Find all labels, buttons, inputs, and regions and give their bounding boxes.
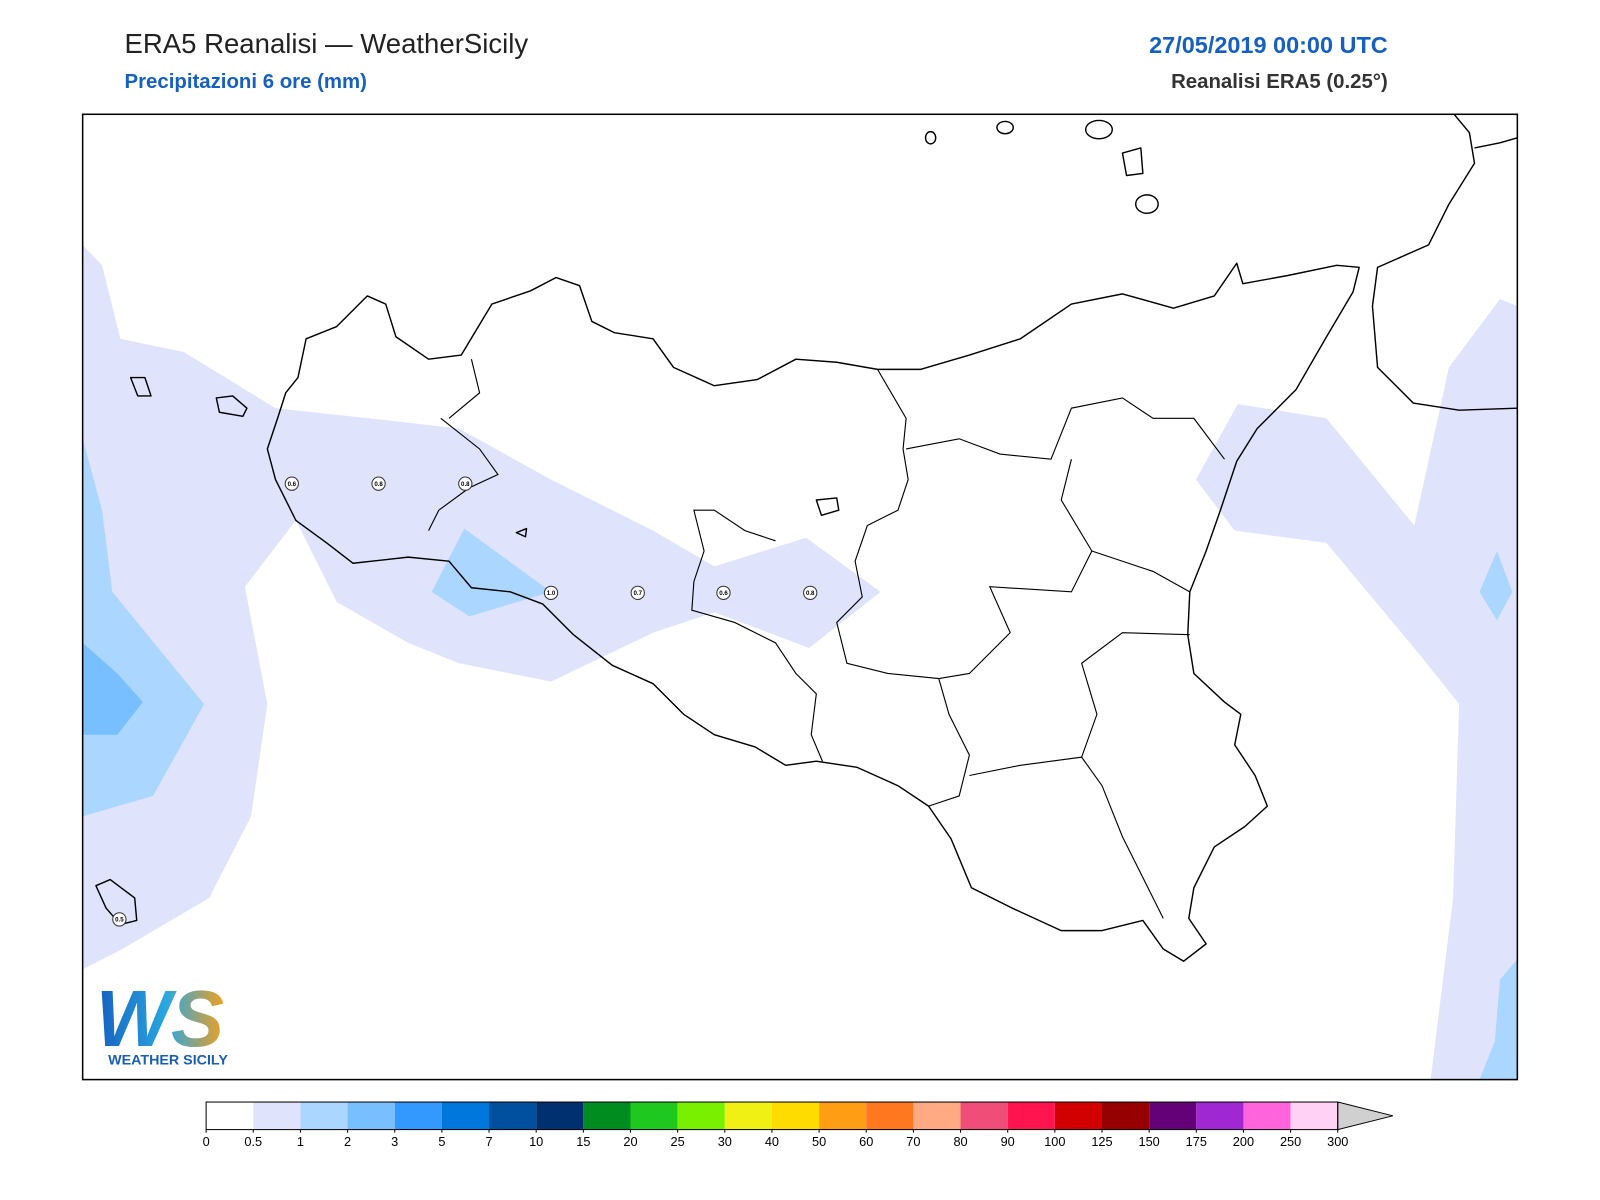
colorbar-box xyxy=(206,1102,254,1130)
colorbar-box xyxy=(866,1102,914,1130)
logo-text: WEATHER SICILY xyxy=(108,1052,228,1068)
colorbar-label: 250 xyxy=(1280,1134,1301,1149)
colorbar-label: 300 xyxy=(1327,1134,1348,1149)
province-border xyxy=(428,359,1225,919)
colorbar-box xyxy=(1243,1102,1291,1130)
colorbar-label: 30 xyxy=(718,1134,732,1149)
islands xyxy=(95,119,1159,926)
colorbar-label: 7 xyxy=(485,1134,492,1149)
colorbar-label: 70 xyxy=(906,1134,920,1149)
colorbar-label: 5 xyxy=(438,1134,445,1149)
colorbar-label: 10 xyxy=(529,1134,543,1149)
colorbar-box xyxy=(394,1102,442,1130)
colorbar-box xyxy=(913,1102,961,1130)
colorbar-extend xyxy=(1337,1101,1393,1131)
point-marker xyxy=(630,585,645,600)
map-frame xyxy=(81,113,1519,1081)
colorbar-box xyxy=(1196,1102,1244,1130)
precip-area xyxy=(82,642,143,735)
colorbar-label: 3 xyxy=(391,1134,398,1149)
point-marker xyxy=(371,476,386,491)
colorbar-label: 50 xyxy=(812,1134,826,1149)
colorbar-box xyxy=(819,1102,867,1130)
colorbar-box xyxy=(253,1102,301,1130)
colorbar-box xyxy=(347,1102,395,1130)
point-value: 0.8 xyxy=(461,481,470,488)
colorbar-label: 60 xyxy=(859,1134,873,1149)
colorbar-box xyxy=(1149,1102,1197,1130)
point-value: 0.5 xyxy=(115,917,124,924)
point-value: 0.6 xyxy=(719,590,728,597)
point-marker xyxy=(803,585,818,600)
model: Reanalisi ERA5 (0.25°) xyxy=(1171,71,1388,93)
colorbar-box xyxy=(771,1102,820,1130)
colorbar-label: 0 xyxy=(203,1134,210,1149)
point-marker xyxy=(543,585,559,600)
point-marker xyxy=(112,912,127,927)
colorbar-label: 150 xyxy=(1139,1134,1160,1149)
colorbar-label: 1 xyxy=(297,1134,304,1149)
colorbar-label: 175 xyxy=(1186,1134,1207,1149)
coastline xyxy=(1371,114,1518,411)
logo-mark: WS xyxy=(96,974,224,1063)
colorbar-box xyxy=(583,1102,631,1130)
point-value: 0.8 xyxy=(374,481,383,488)
map xyxy=(81,113,1519,1081)
point-marker xyxy=(716,585,731,600)
colorbar-box xyxy=(441,1102,490,1130)
colorbar-label: 2 xyxy=(344,1134,351,1149)
precip-area xyxy=(431,528,552,617)
colorbar-box xyxy=(300,1102,348,1130)
point-marker xyxy=(284,476,299,491)
colorbar-label: 15 xyxy=(576,1134,590,1149)
colorbar-label: 100 xyxy=(1044,1134,1065,1149)
point-value: 0.6 xyxy=(288,481,297,488)
logo: WS WEATHER SICILY xyxy=(96,974,228,1068)
colorbar-box xyxy=(489,1102,537,1130)
colorbar-box xyxy=(630,1102,678,1130)
colorbar: 0 0.5 1 2 3 5 7 10 15 20 25 30 40 50 60 70 80 90 100 125 150… xyxy=(203,1101,1393,1149)
colorbar-label: 125 xyxy=(1091,1134,1112,1149)
colorbar-box xyxy=(677,1102,725,1130)
colorbar-box xyxy=(1290,1102,1338,1130)
colorbar-box xyxy=(1054,1102,1102,1130)
datetime: 27/05/2019 00:00 UTC xyxy=(1149,32,1388,58)
colorbar-box xyxy=(1101,1102,1150,1130)
precip-area xyxy=(1195,298,1518,1080)
colorbar-box xyxy=(536,1102,584,1130)
colorbar-box xyxy=(1007,1102,1055,1130)
title: ERA5 Reanalisi — WeatherSicily xyxy=(124,28,528,59)
colorbar-label: 80 xyxy=(953,1134,967,1149)
colorbar-label: 20 xyxy=(623,1134,637,1149)
colorbar-label: 200 xyxy=(1233,1134,1254,1149)
precip-area xyxy=(1479,551,1513,621)
colorbar-label: 25 xyxy=(671,1134,685,1149)
colorbar-label: 40 xyxy=(765,1134,779,1149)
point-marker xyxy=(458,476,473,491)
colorbar-box xyxy=(960,1102,1008,1130)
precip-area xyxy=(1479,959,1518,1080)
colorbar-box xyxy=(724,1102,772,1130)
colorbar-label: 90 xyxy=(1001,1134,1015,1149)
point-value: 1.0 xyxy=(547,590,556,597)
point-value: 0.8 xyxy=(806,590,815,597)
point-value: 0.7 xyxy=(634,590,643,597)
subtitle: Precipitazioni 6 ore (mm) xyxy=(124,71,366,93)
colorbar-label: 0.5 xyxy=(244,1134,262,1149)
